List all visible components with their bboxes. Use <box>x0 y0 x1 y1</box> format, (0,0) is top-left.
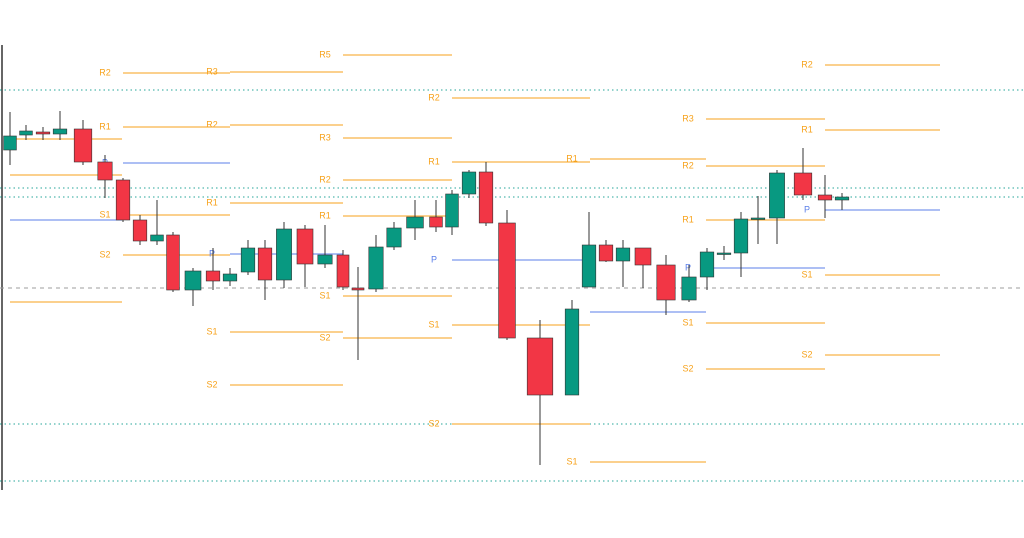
pivot-label: R1 <box>566 153 578 163</box>
pivot-label: S1 <box>682 317 693 327</box>
pivot-label: R1 <box>801 124 813 134</box>
candle-body <box>368 246 384 290</box>
pivot-label: R1 <box>206 197 218 207</box>
candle-body <box>317 254 333 265</box>
candle-body <box>205 270 221 282</box>
candle-body <box>150 234 164 242</box>
candle-body <box>3 135 17 151</box>
pivot-label: S1 <box>566 456 577 466</box>
candle-body <box>445 193 459 228</box>
pivot-label: S2 <box>99 249 110 259</box>
candle-body <box>406 216 424 229</box>
candle-body <box>184 270 202 291</box>
pivot-label: R2 <box>801 59 813 69</box>
candle-body <box>52 128 68 135</box>
pivot-label: S1 <box>801 269 812 279</box>
candle-body <box>716 252 732 255</box>
candle-body <box>817 194 833 201</box>
pivot-label: S1 <box>319 290 330 300</box>
candle-body <box>793 172 813 196</box>
pivot-label: R1 <box>682 214 694 224</box>
candle-body <box>73 128 93 163</box>
pivot-label: S2 <box>428 418 439 428</box>
pivot-label: R3 <box>682 113 694 123</box>
candle-body <box>429 216 443 228</box>
pivot-label: S1 <box>428 319 439 329</box>
pivot-label: P <box>804 204 810 214</box>
pivot-label: R3 <box>319 132 331 142</box>
pivot-label: S2 <box>682 363 693 373</box>
candle-body <box>598 244 614 262</box>
candle-body <box>769 172 785 219</box>
pivot-label: R1 <box>428 156 440 166</box>
candle-body <box>750 217 766 220</box>
candle-body <box>166 234 180 291</box>
candle-body <box>564 308 580 396</box>
candle-body <box>656 264 676 301</box>
candle-body <box>115 179 131 221</box>
pivot-label: R2 <box>682 160 694 170</box>
pivot-label: P <box>685 262 691 272</box>
candle-body <box>526 337 554 396</box>
pivot-label: S2 <box>319 332 330 342</box>
pivot-label: R2 <box>99 67 111 77</box>
pivot-label: R2 <box>428 92 440 102</box>
candle-body <box>478 171 494 224</box>
candle-body <box>296 228 314 265</box>
candle-body <box>35 131 51 135</box>
candle-body <box>733 218 749 254</box>
candle-body <box>461 171 477 195</box>
candle-body <box>498 222 516 339</box>
candle-body <box>276 228 292 281</box>
candle-body <box>222 273 238 282</box>
candle-body <box>336 254 350 288</box>
pivot-label: P <box>209 248 215 258</box>
candle-body <box>19 130 33 136</box>
candle-body <box>581 244 597 288</box>
candle-body <box>386 227 402 248</box>
candle-body <box>97 161 113 181</box>
candle-body <box>834 196 850 201</box>
candle-body <box>257 247 273 281</box>
pivot-label: R2 <box>206 119 218 129</box>
pivot-label: R3 <box>206 66 218 76</box>
pivot-label: R5 <box>319 49 331 59</box>
pivot-label: R2 <box>319 174 331 184</box>
pivot-label: R1 <box>99 121 111 131</box>
pivot-label: S2 <box>801 349 812 359</box>
pivot-label: P <box>431 254 437 264</box>
pivot-label: R1 <box>319 210 331 220</box>
candle-body <box>699 251 715 278</box>
candle-body <box>634 247 652 266</box>
candle-body <box>240 247 256 273</box>
pivot-label: S2 <box>206 379 217 389</box>
pivot-label: S1 <box>99 209 110 219</box>
candle-body <box>615 247 631 262</box>
candle-body <box>132 219 148 242</box>
candle-body <box>351 287 365 291</box>
pivot-label: S1 <box>206 326 217 336</box>
candle-body <box>681 276 697 301</box>
